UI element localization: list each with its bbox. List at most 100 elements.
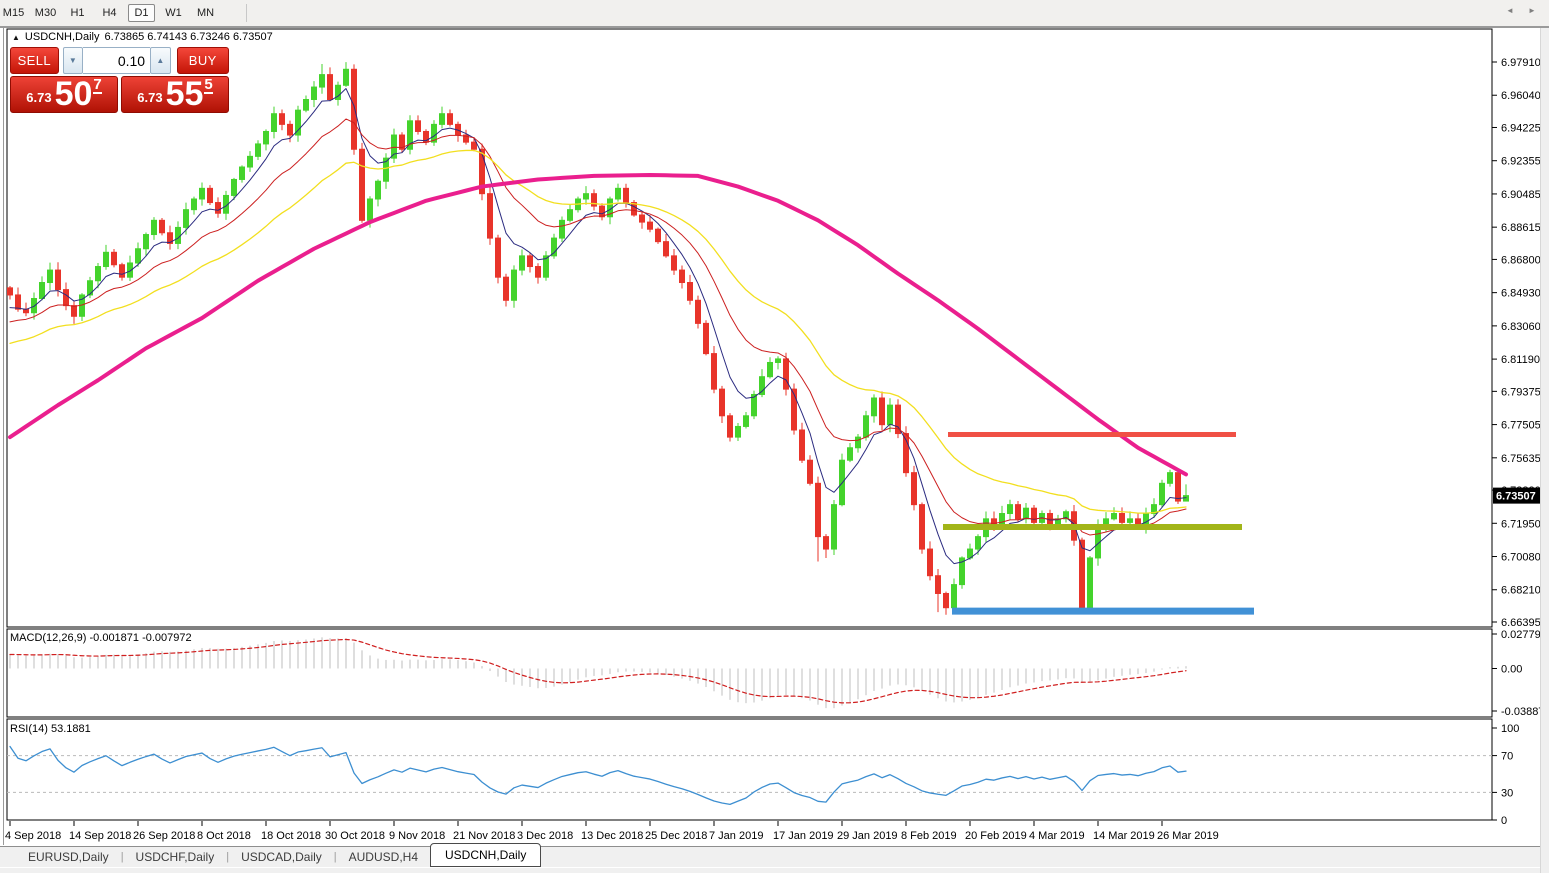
buy-price-panel[interactable]: 6.73 55 5 xyxy=(121,76,229,113)
candle-body xyxy=(807,459,813,484)
date-tick-label: 4 Mar 2019 xyxy=(1029,830,1085,842)
buy-button[interactable]: BUY xyxy=(176,47,230,74)
candle-body xyxy=(167,232,173,244)
tab-separator: | xyxy=(333,851,337,863)
chart-tab-usdcad-daily[interactable]: USDCAD,Daily xyxy=(241,850,322,864)
macd-indicator-label: MACD(12,26,9) -0.001871 -0.007972 xyxy=(10,632,192,644)
chart-tab-eurusd-daily[interactable]: EURUSD,Daily xyxy=(28,850,109,864)
candle-body xyxy=(471,141,477,150)
timeframe-button-mn[interactable]: MN xyxy=(196,7,215,19)
indicator-line xyxy=(9,88,1187,565)
candle-body xyxy=(583,193,589,200)
candle-body xyxy=(775,358,781,363)
candle-body xyxy=(847,447,853,461)
candle-body xyxy=(647,221,653,230)
candle-body xyxy=(559,219,565,239)
timeframe-button-h1[interactable]: H1 xyxy=(70,7,85,19)
rsi-pane[interactable] xyxy=(7,719,1492,820)
candle-body xyxy=(279,113,285,125)
price-tick-label: 6.77505 xyxy=(1501,420,1541,432)
candle-body xyxy=(15,294,21,310)
date-tick-label: 18 Oct 2018 xyxy=(261,830,321,842)
candle-body xyxy=(935,575,941,594)
candle-body xyxy=(895,404,901,435)
price-tick-label: 6.70080 xyxy=(1501,552,1541,564)
tab-scroll-right-icon[interactable]: ► xyxy=(1528,6,1536,15)
date-tick-label: 26 Sep 2018 xyxy=(133,830,195,842)
date-tick-label: 26 Mar 2019 xyxy=(1157,830,1219,842)
date-tick-label: 17 Jan 2019 xyxy=(773,830,834,842)
chart-tab-usdchf-daily[interactable]: USDCHF,Daily xyxy=(135,850,215,864)
candle-body xyxy=(303,98,309,111)
timeframe-toolbar: M15 M30 H1 H4 D1 W1 MN xyxy=(0,0,1549,28)
candle-body xyxy=(535,266,541,278)
collapse-quotes-icon[interactable]: ▲ xyxy=(12,32,20,42)
volume-decrease-button[interactable]: ▼ xyxy=(62,47,84,74)
buy-price-big-digits: 55 xyxy=(165,75,204,114)
timeframe-button-h4[interactable]: H4 xyxy=(102,7,117,19)
volume-increase-button[interactable]: ▲ xyxy=(150,47,171,74)
macd-pane[interactable] xyxy=(7,629,1492,717)
candle-body xyxy=(343,68,349,86)
candle-body xyxy=(327,74,333,100)
candle-body xyxy=(359,148,365,221)
candle-body xyxy=(975,536,981,550)
chart-tab-usdcnh-daily[interactable]: USDCNH,Daily xyxy=(430,843,542,867)
candle-body xyxy=(551,237,557,257)
tab-scroll-left-icon[interactable]: ◄ xyxy=(1506,6,1514,15)
sell-price-prefix: 6.73 xyxy=(26,90,52,105)
sell-button[interactable]: SELL xyxy=(10,47,59,74)
candle-body xyxy=(927,548,933,577)
candle-body xyxy=(815,482,821,538)
buy-price-pipette: 5 xyxy=(204,76,213,94)
sell-price-big-digits: 50 xyxy=(54,75,93,114)
date-tick-label: 9 Nov 2018 xyxy=(389,830,445,842)
price-tick-label: 6.81190 xyxy=(1501,354,1540,366)
rsi-axis-label: 0 xyxy=(1501,815,1507,827)
buy-price-prefix: 6.73 xyxy=(137,90,163,105)
candle-body xyxy=(751,393,757,417)
indicator-line xyxy=(9,638,1187,704)
candle-body xyxy=(463,134,469,143)
candle-body xyxy=(119,264,125,278)
candle-body xyxy=(1063,511,1069,520)
toolbar-divider xyxy=(246,4,247,22)
date-tick-label: 7 Jan 2019 xyxy=(709,830,763,842)
price-tick-label: 6.86800 xyxy=(1501,254,1541,266)
candle-body xyxy=(679,269,685,284)
candle-body xyxy=(215,202,221,214)
candle-body xyxy=(159,219,165,234)
price-tick-label: 6.83060 xyxy=(1501,321,1541,333)
indicator-line xyxy=(9,745,1187,806)
timeframe-button-w1[interactable]: W1 xyxy=(165,7,182,19)
volume-input[interactable] xyxy=(83,47,151,74)
main-chart-pane[interactable] xyxy=(7,29,1492,627)
candle-body xyxy=(399,134,405,150)
window-bottom-edge xyxy=(0,867,1549,873)
candle-body xyxy=(639,214,645,223)
candle-body xyxy=(39,282,45,300)
candle-body xyxy=(295,109,301,136)
price-tick-label: 6.84930 xyxy=(1501,288,1541,300)
date-tick-label: 14 Mar 2019 xyxy=(1093,830,1155,842)
chart-tab-audusd-h4[interactable]: AUDUSD,H4 xyxy=(348,850,418,864)
timeframe-button-m15[interactable]: M15 xyxy=(2,7,25,19)
candle-body xyxy=(207,187,213,204)
candle-body xyxy=(287,123,293,136)
candle-body xyxy=(383,157,389,182)
candle-body xyxy=(695,299,701,324)
candle-body xyxy=(183,209,189,228)
sell-price-panel[interactable]: 6.73 50 7 xyxy=(10,76,118,113)
timeframe-button-d1[interactable]: D1 xyxy=(128,4,155,22)
current-price-marker xyxy=(1493,487,1546,504)
price-tick-label: 6.90485 xyxy=(1501,189,1541,201)
candle-body xyxy=(447,113,453,125)
timeframe-button-m30[interactable]: M30 xyxy=(34,7,57,19)
candle-body xyxy=(1031,507,1037,523)
rsi-value: 53.1881 xyxy=(50,723,91,735)
macd-axis-label: 0.027797 xyxy=(1501,629,1547,641)
rsi-indicator-label: RSI(14) 53.1881 xyxy=(10,723,91,735)
candle-body xyxy=(31,298,37,314)
candle-body xyxy=(191,198,197,211)
